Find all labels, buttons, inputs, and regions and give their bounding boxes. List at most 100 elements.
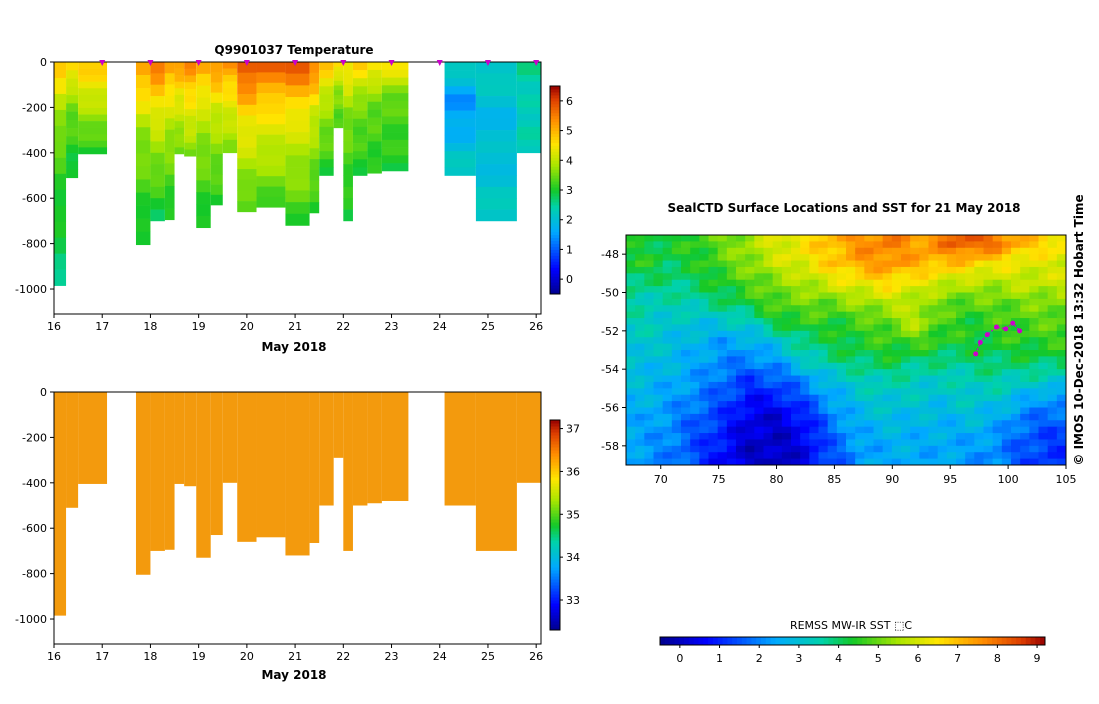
sst-cell — [736, 318, 746, 326]
sst-cell — [1038, 381, 1049, 389]
profile-marker — [388, 60, 395, 66]
temperature-cell — [164, 73, 175, 85]
sst-cell — [946, 458, 957, 465]
sst-cell — [745, 343, 755, 351]
temperature-x-ticks: 16 17 18 19 20 21 22 23 24 25 26 — [47, 314, 543, 333]
sst-cell — [827, 433, 838, 441]
sst-cell — [846, 318, 856, 326]
sst-cell — [736, 286, 746, 294]
temperature-cell — [66, 95, 79, 104]
temperature-cell — [381, 62, 409, 71]
sst-cell — [699, 439, 710, 447]
sst-cell — [653, 247, 664, 255]
map-colorbar-swatch — [794, 637, 801, 645]
temperature-cell — [381, 77, 409, 86]
sst-cell — [882, 241, 893, 249]
sst-cell — [1029, 362, 1040, 370]
sst-cell — [699, 388, 710, 396]
sst-cell — [910, 413, 920, 421]
sst-cell — [992, 311, 1003, 319]
sst-cell — [846, 292, 856, 300]
sst-cell — [635, 343, 645, 351]
sst-cell — [763, 433, 774, 441]
sst-cell — [745, 420, 755, 428]
sst-cell — [644, 413, 655, 421]
sst-cell — [836, 343, 847, 351]
sst-cell — [699, 350, 710, 357]
sst-cell — [800, 369, 810, 377]
temperature-cell — [343, 152, 353, 165]
sst-cell — [974, 311, 985, 319]
sst-cell — [653, 439, 664, 447]
sst-cell — [653, 286, 664, 294]
map-colorbar-label: 4 — [835, 652, 842, 665]
sst-cell — [736, 420, 746, 428]
sst-cell — [946, 452, 957, 460]
sst-cell — [1020, 362, 1030, 370]
map-colorbar-swatch — [684, 637, 690, 645]
temperature-cell — [184, 102, 197, 110]
sst-cell — [717, 241, 728, 249]
sst-cell — [791, 445, 801, 453]
sst-cell — [818, 311, 829, 319]
sst-cell — [846, 426, 856, 434]
salinity-cell — [367, 392, 382, 504]
salinity-colorbar-swatch — [550, 462, 560, 466]
map-colorbar-swatch — [1025, 637, 1032, 645]
sst-cell — [745, 356, 755, 364]
sst-cell — [626, 369, 636, 377]
sst-cell — [690, 381, 700, 389]
sst-cell — [901, 241, 911, 249]
sst-cell — [827, 324, 838, 332]
sst-cell — [873, 369, 884, 377]
temperature-colorbar-swatch — [550, 240, 560, 244]
temperature-cell — [54, 269, 67, 286]
sst-cell — [681, 369, 691, 377]
sst-cell — [1029, 420, 1040, 428]
sst-cell — [635, 235, 645, 242]
sst-cell — [699, 369, 710, 377]
sst-cell — [690, 362, 700, 370]
sst-cell — [818, 401, 829, 409]
sst-cell — [928, 318, 939, 326]
sst-cell — [1011, 388, 1021, 396]
sst-cell — [873, 273, 884, 281]
sst-cell — [800, 388, 810, 396]
sst-cell — [946, 343, 957, 351]
sst-cell — [708, 343, 719, 351]
sst-cell — [1011, 247, 1021, 255]
sst-cell — [726, 305, 737, 313]
sst-cell — [708, 388, 719, 396]
sst-cell — [901, 362, 911, 370]
sst-cell — [717, 407, 728, 415]
sst-cell — [708, 324, 719, 332]
temperature-cell — [256, 196, 286, 208]
sst-cell — [1001, 356, 1012, 364]
temperature-cell — [309, 115, 320, 128]
sst-cell — [864, 394, 875, 402]
sst-cell — [754, 286, 765, 294]
temperature-cell — [352, 78, 368, 87]
sst-cell — [717, 458, 728, 465]
temperature-cell — [381, 108, 409, 117]
sst-cell — [965, 375, 975, 383]
sst-cell — [763, 413, 774, 421]
sst-cell — [653, 350, 664, 357]
sst-cell — [708, 439, 719, 447]
temperature-cell — [367, 93, 382, 103]
sst-cell — [946, 439, 957, 447]
sst-cell — [635, 413, 645, 421]
sst-cell — [708, 273, 719, 281]
sst-cell — [855, 241, 865, 249]
sst-cell — [1011, 266, 1021, 274]
sst-cell — [671, 350, 682, 357]
temperature-cell — [135, 140, 151, 154]
sst-cell — [726, 298, 737, 306]
sst-cell — [754, 330, 765, 338]
sst-cell — [919, 330, 930, 338]
sst-cell — [717, 286, 728, 294]
sst-cell — [1011, 452, 1021, 460]
sst-cell — [919, 273, 930, 281]
temperature-cell — [475, 186, 517, 199]
sst-cell — [901, 260, 911, 268]
